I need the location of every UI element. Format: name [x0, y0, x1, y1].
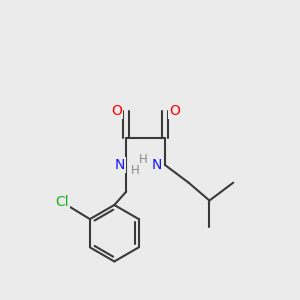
Text: Cl: Cl [56, 195, 69, 209]
Text: N: N [152, 158, 162, 172]
Text: O: O [111, 104, 122, 118]
Text: N: N [115, 158, 125, 172]
Text: H: H [139, 153, 148, 166]
Text: O: O [169, 104, 180, 118]
Text: H: H [131, 164, 140, 177]
